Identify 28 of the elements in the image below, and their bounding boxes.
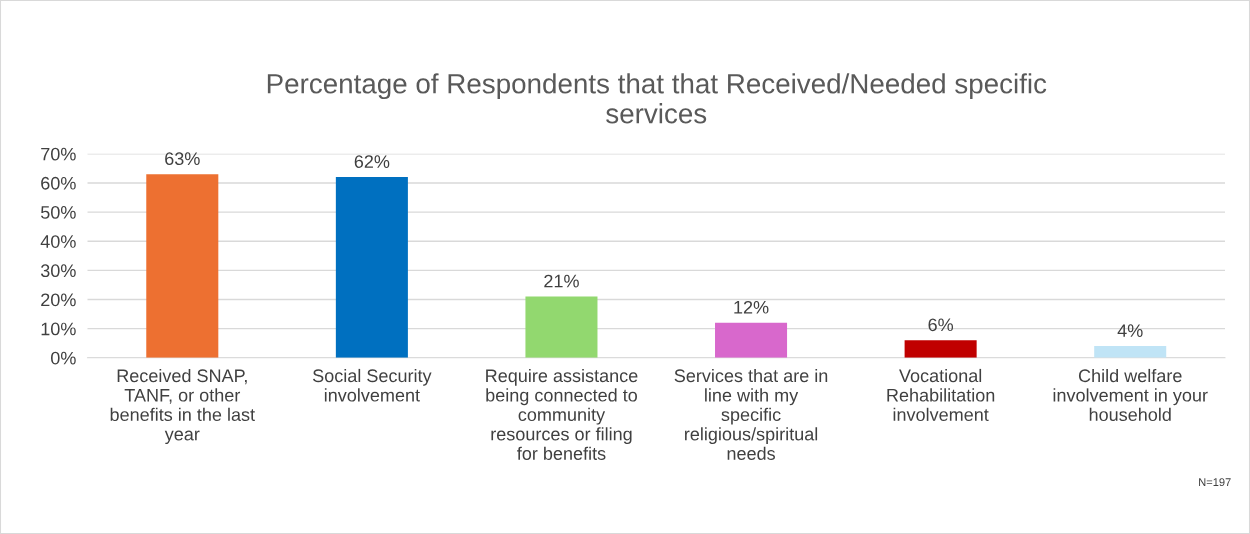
data-label: 12% bbox=[734, 300, 769, 314]
y-tick-label: 70% bbox=[41, 147, 76, 161]
x-tick-label: Received SNAP, TANF, or other benefits in the last year bbox=[110, 368, 255, 445]
bar bbox=[335, 177, 408, 358]
x-tick-label: Services that are in line with my specific religious/spiritual needs bbox=[674, 368, 828, 460]
bar bbox=[146, 174, 219, 358]
data-label: 63% bbox=[165, 152, 200, 166]
text: N=197 bbox=[1199, 478, 1231, 487]
y-tick-label: 30% bbox=[40, 264, 76, 278]
x-tick-label: Require assistance being connected to community resources or filing for benefits bbox=[486, 368, 638, 460]
x-tick-label: Social Security involvement bbox=[312, 368, 432, 402]
bar bbox=[715, 322, 788, 358]
chart-title: Percentage of Respondents that that Received/Needed specific services bbox=[267, 73, 1047, 124]
y-tick-label: 60% bbox=[41, 176, 76, 190]
bar bbox=[1094, 346, 1167, 358]
y-tick-label: 50% bbox=[40, 206, 76, 219]
data-label: 21% bbox=[544, 274, 579, 288]
x-tick-label: Vocational Rehabilitation involvement bbox=[887, 368, 995, 422]
y-tick-label: 10% bbox=[41, 322, 76, 336]
bar bbox=[525, 296, 598, 358]
data-label: 62% bbox=[354, 155, 390, 168]
y-tick-label: 20% bbox=[41, 293, 76, 307]
data-label: 6% bbox=[928, 318, 954, 332]
y-tick-label: 0% bbox=[51, 351, 76, 365]
data-label: 4% bbox=[1117, 324, 1143, 337]
x-tick-label: Child welfare involvement in your household bbox=[1053, 368, 1208, 422]
y-tick-label: 40% bbox=[40, 235, 76, 248]
bar bbox=[904, 340, 977, 358]
